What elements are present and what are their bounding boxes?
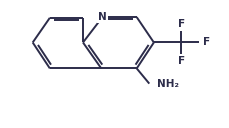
Text: F: F <box>202 38 210 47</box>
Text: F: F <box>177 19 184 29</box>
Text: F: F <box>177 56 184 66</box>
Text: N: N <box>98 12 106 22</box>
Text: NH₂: NH₂ <box>157 79 179 89</box>
